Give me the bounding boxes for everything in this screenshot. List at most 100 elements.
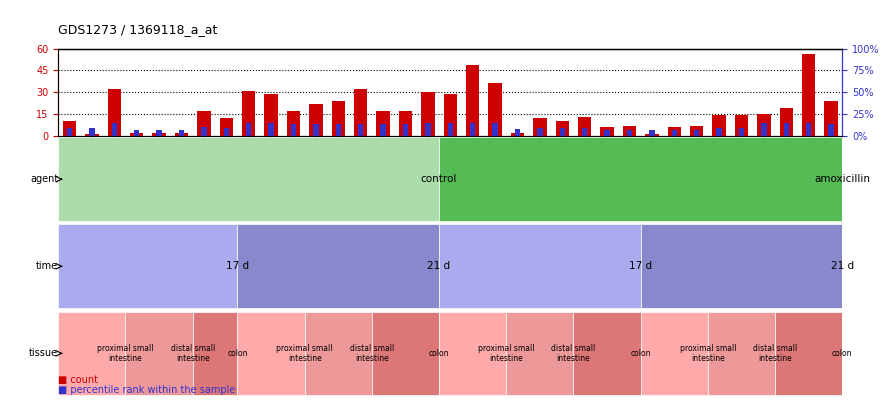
FancyBboxPatch shape xyxy=(237,311,305,395)
Bar xyxy=(376,111,390,136)
Bar xyxy=(824,101,838,136)
Bar xyxy=(156,130,161,136)
Text: colon: colon xyxy=(228,349,247,358)
Bar xyxy=(175,133,188,136)
FancyBboxPatch shape xyxy=(708,311,775,395)
Text: agent: agent xyxy=(30,174,58,184)
FancyBboxPatch shape xyxy=(775,311,842,395)
Bar xyxy=(757,114,771,136)
FancyBboxPatch shape xyxy=(305,311,372,395)
FancyBboxPatch shape xyxy=(439,224,641,308)
Bar xyxy=(488,83,502,136)
Bar xyxy=(578,117,591,136)
Bar xyxy=(335,124,340,136)
Text: ■ percentile rank within the sample: ■ percentile rank within the sample xyxy=(58,385,236,395)
FancyBboxPatch shape xyxy=(641,224,842,308)
Bar xyxy=(402,124,408,136)
Text: 17 d: 17 d xyxy=(629,261,652,271)
Bar xyxy=(623,126,636,136)
Bar xyxy=(444,94,457,136)
Text: distal small
intestine: distal small intestine xyxy=(753,344,797,363)
Text: 21 d: 21 d xyxy=(831,261,854,271)
Bar xyxy=(287,111,300,136)
Bar xyxy=(582,128,588,136)
Bar xyxy=(246,124,251,136)
Text: proximal small
intestine: proximal small intestine xyxy=(679,344,737,363)
Text: distal small
intestine: distal small intestine xyxy=(349,344,394,363)
Bar xyxy=(649,130,654,136)
FancyBboxPatch shape xyxy=(372,311,439,395)
Bar xyxy=(470,123,475,136)
Bar xyxy=(63,121,76,136)
Text: time: time xyxy=(36,261,58,271)
Bar xyxy=(111,123,116,136)
Bar xyxy=(309,104,323,136)
Bar xyxy=(85,134,99,136)
Bar xyxy=(493,123,498,136)
Bar xyxy=(672,130,677,136)
Text: 17 d: 17 d xyxy=(226,261,249,271)
Bar xyxy=(152,133,166,136)
Text: proximal small
intestine: proximal small intestine xyxy=(97,344,154,363)
FancyBboxPatch shape xyxy=(439,137,842,221)
Bar xyxy=(694,130,700,136)
Bar xyxy=(556,121,569,136)
Bar xyxy=(197,111,211,136)
Text: tissue: tissue xyxy=(29,348,58,358)
Bar xyxy=(806,123,812,136)
Bar xyxy=(134,130,140,136)
FancyBboxPatch shape xyxy=(439,311,506,395)
FancyBboxPatch shape xyxy=(506,311,573,395)
Bar xyxy=(268,124,273,136)
Bar xyxy=(690,126,703,136)
Bar xyxy=(201,127,206,136)
Bar xyxy=(108,89,121,136)
Text: amoxicillin: amoxicillin xyxy=(814,174,870,184)
Bar xyxy=(358,124,364,136)
Bar xyxy=(712,115,726,136)
Bar xyxy=(605,130,609,136)
Bar xyxy=(224,128,229,136)
Bar xyxy=(717,128,722,136)
Text: colon: colon xyxy=(631,349,650,358)
Bar xyxy=(425,123,430,136)
Bar xyxy=(448,123,452,136)
Text: distal small
intestine: distal small intestine xyxy=(170,344,215,363)
Bar xyxy=(354,89,367,136)
Bar xyxy=(600,127,614,136)
Text: proximal small
intestine: proximal small intestine xyxy=(276,344,333,363)
Text: colon: colon xyxy=(429,349,449,358)
Bar xyxy=(738,128,744,136)
Bar xyxy=(780,108,793,136)
Bar xyxy=(242,91,255,136)
Text: proximal small
intestine: proximal small intestine xyxy=(478,344,535,363)
Bar xyxy=(314,124,319,136)
FancyBboxPatch shape xyxy=(58,311,125,395)
Text: ■ count: ■ count xyxy=(58,375,99,385)
FancyBboxPatch shape xyxy=(573,311,641,395)
Bar xyxy=(67,128,73,136)
FancyBboxPatch shape xyxy=(237,224,439,308)
Bar xyxy=(399,111,412,136)
FancyBboxPatch shape xyxy=(58,224,237,308)
FancyBboxPatch shape xyxy=(641,311,708,395)
Text: distal small
intestine: distal small intestine xyxy=(551,344,596,363)
Bar xyxy=(559,128,564,136)
Bar xyxy=(421,92,435,136)
Bar xyxy=(90,128,95,136)
FancyBboxPatch shape xyxy=(58,137,439,221)
Bar xyxy=(264,94,278,136)
Bar xyxy=(130,133,143,136)
Bar xyxy=(290,124,296,136)
FancyBboxPatch shape xyxy=(125,311,193,395)
Text: control: control xyxy=(421,174,457,184)
Bar xyxy=(538,128,543,136)
Bar xyxy=(828,124,833,136)
Bar xyxy=(466,64,479,136)
Text: colon: colon xyxy=(832,349,852,358)
Bar xyxy=(514,129,520,136)
Text: GDS1273 / 1369118_a_at: GDS1273 / 1369118_a_at xyxy=(58,23,218,36)
Bar xyxy=(533,118,547,136)
FancyBboxPatch shape xyxy=(193,311,237,395)
Bar xyxy=(783,123,789,136)
